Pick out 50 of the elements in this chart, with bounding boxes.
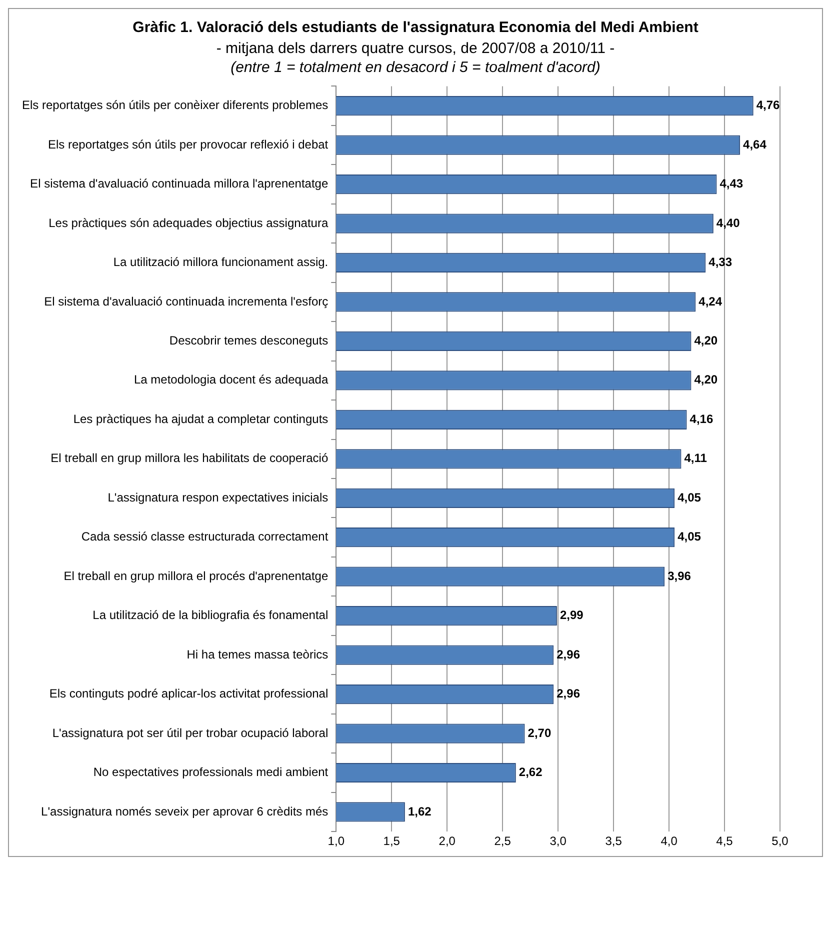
- data-label: 2,99: [560, 608, 584, 622]
- x-tick-label: 4,0: [660, 834, 678, 848]
- data-label: 4,05: [678, 490, 702, 504]
- y-tick-label: Els continguts podré aplicar-los activitat professional: [49, 686, 328, 701]
- y-tick-label: La utilització de la bibliografia és fonamental: [92, 608, 328, 622]
- y-tick-label: Els reportatges són útils per conèixer diferents problemes: [22, 98, 328, 112]
- data-label: 4,20: [694, 372, 718, 387]
- y-tick-label: El sistema d'avaluació continuada millora l'aprenentatge: [30, 176, 328, 191]
- y-tick-label: Els reportatges són útils per provocar reflexió i debat: [48, 137, 329, 152]
- data-label: 2,96: [556, 647, 580, 662]
- data-label: 2,70: [528, 726, 552, 740]
- x-tick-label: 2,0: [438, 834, 456, 848]
- data-label: 4,05: [678, 530, 702, 544]
- y-tick-label: No espectatives professionals medi ambient: [93, 765, 329, 780]
- y-tick-label: Les pràctiques ha ajudat a completar continguts: [73, 412, 328, 426]
- y-tick-label: Les pràctiques són adequades objectius assignatura: [48, 216, 328, 230]
- x-tick-label: 4,5: [716, 834, 734, 848]
- x-tick-label: 3,0: [550, 834, 567, 848]
- text: (entre 1 = totalment en desacord i 5 = toalment d'acord): [230, 59, 602, 76]
- data-label: 4,20: [694, 334, 718, 348]
- x-tick-label: 1,0: [328, 834, 345, 848]
- data-label: 4,76: [756, 98, 780, 112]
- y-tick-label: El treball en grup millora les habilitats de cooperació: [50, 451, 328, 466]
- y-tick-label: La utilització millora funcionament assig.: [113, 255, 328, 270]
- y-tick-label: L'assignatura respon expectatives inicials: [108, 490, 328, 504]
- data-label: 4,64: [743, 137, 767, 152]
- data-label: 4,40: [716, 216, 740, 230]
- x-tick-label: 3,5: [605, 834, 622, 848]
- data-label: 4,33: [708, 255, 732, 270]
- data-label: 2,62: [518, 765, 543, 780]
- y-tick-label: Cada sessió classe estructurada correctament: [81, 530, 329, 544]
- y-tick-label: Descobrir temes desconeguts: [169, 334, 328, 348]
- y-tick-label: El sistema d'avaluació continuada incrementa l'esforç: [44, 294, 328, 308]
- x-tick-label: 5,0: [772, 834, 789, 848]
- chart-title: Gràfic 1. Valoració dels estudiants de l'assignatura Economia del Medi Ambient: [132, 18, 700, 36]
- y-tick-label: L'assignatura només seveix per aprovar 6 crèdits més: [41, 804, 328, 818]
- data-label: 4,11: [684, 451, 708, 466]
- data-label: 1,62: [408, 804, 432, 818]
- data-label: 2,96: [556, 686, 580, 701]
- data-label: 4,43: [720, 176, 744, 191]
- chart-subtitle: - mitjana dels darrers quatre cursos, de 2007/08 a 2010/11 -: [215, 40, 616, 57]
- data-label: 4,16: [690, 412, 714, 426]
- y-tick-label: La metodologia docent és adequada: [134, 372, 328, 387]
- data-label: 3,96: [668, 568, 692, 583]
- y-tick-label: El treball en grup millora el procés d'aprenentatge: [64, 568, 328, 583]
- x-tick-label: 1,5: [383, 834, 400, 848]
- y-tick-label: Hi ha temes massa teòrics: [186, 647, 328, 662]
- x-tick-label: 2,5: [494, 834, 512, 848]
- y-tick-label: L'assignatura pot ser útil per trobar ocupació laboral: [52, 726, 328, 740]
- data-label: 4,24: [698, 294, 722, 308]
